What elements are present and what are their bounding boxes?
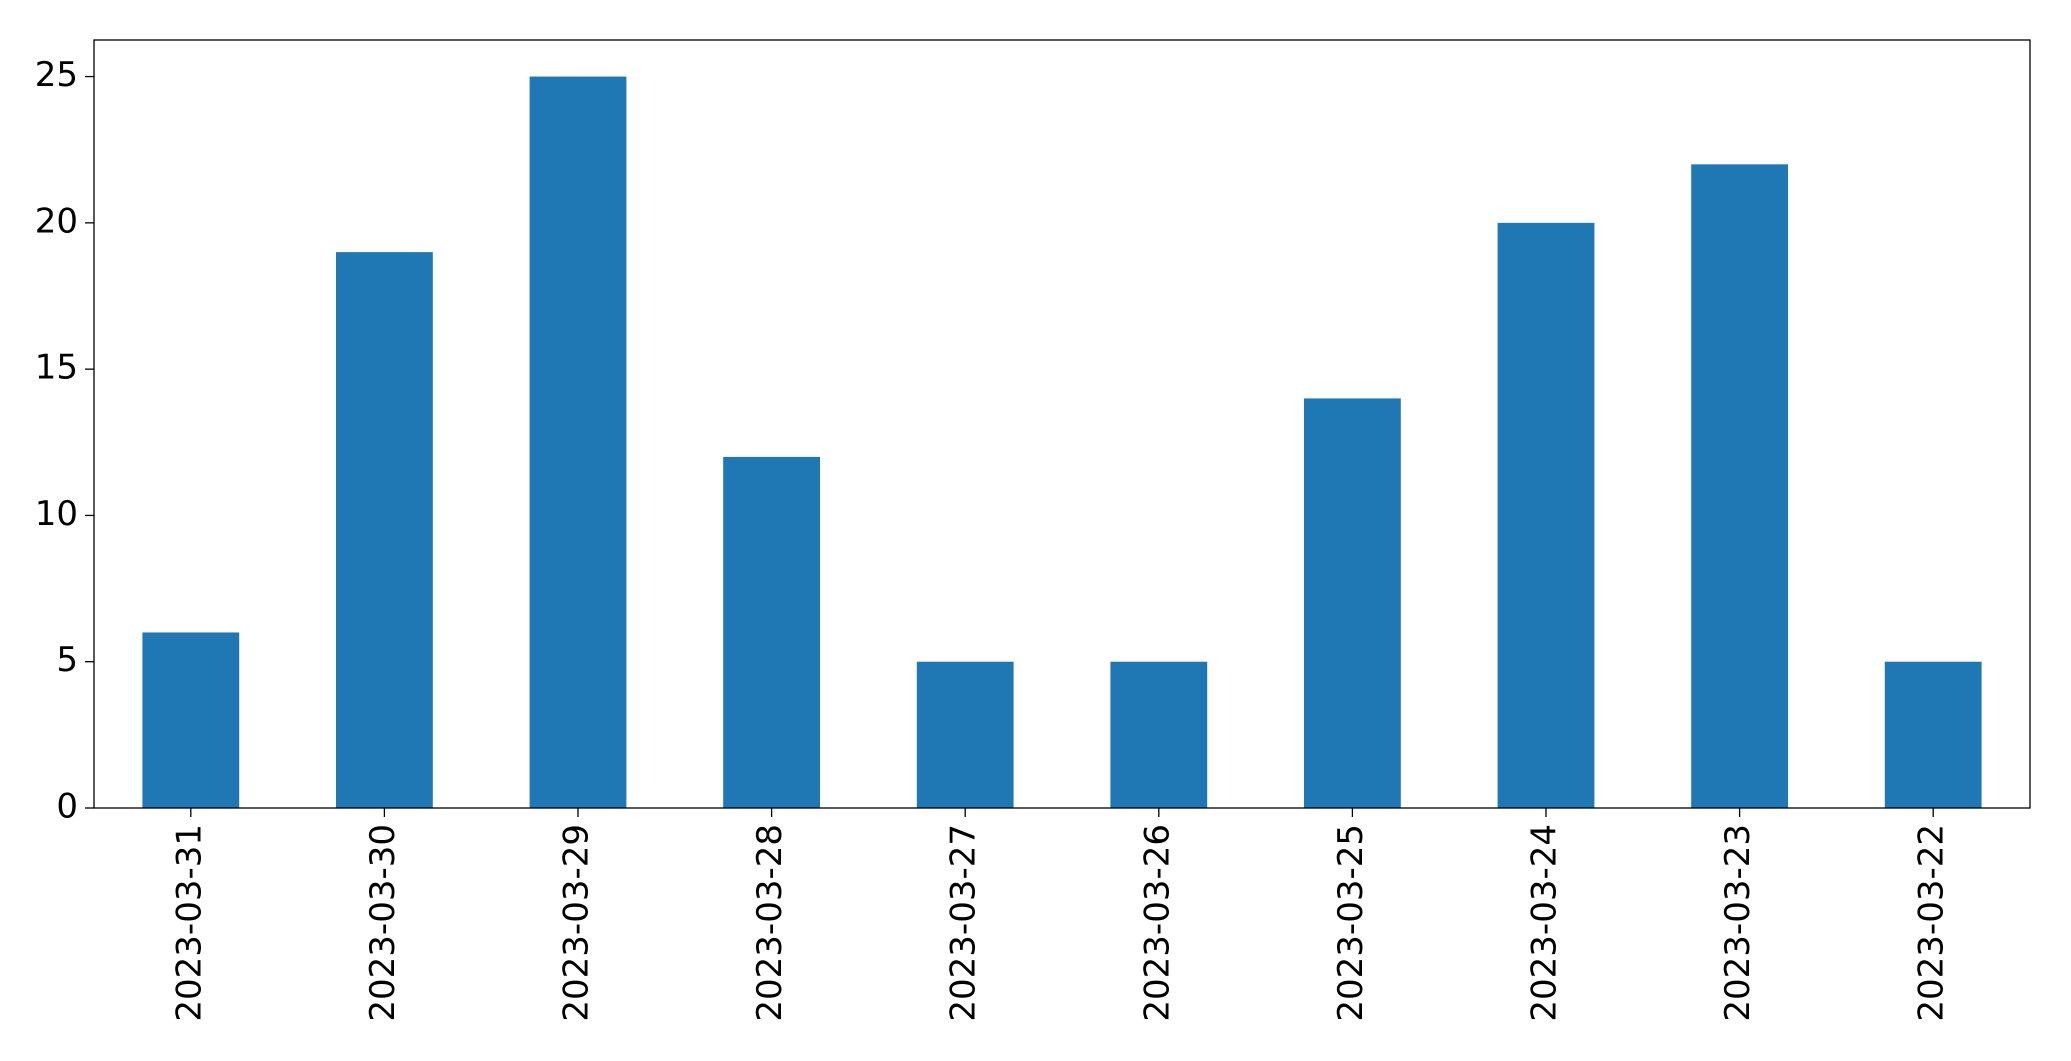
y-tick-label: 15 [35,348,78,388]
bar [1304,398,1401,808]
y-tick-label: 0 [56,787,78,827]
bar [142,632,240,808]
bar [336,252,433,809]
x-tick-label: 2023-03-24 [1525,824,1565,1022]
bar [1691,164,1788,809]
y-tick-label: 5 [56,640,78,680]
x-tick-label: 2023-03-27 [944,824,984,1022]
x-tick-label: 2023-03-25 [1331,824,1371,1022]
x-tick-label: 2023-03-22 [1912,824,1952,1022]
bar [916,661,1014,808]
bar [1110,661,1208,808]
bar [723,456,820,808]
plot-frame [93,39,2031,809]
x-tick-label: 2023-03-28 [750,824,790,1022]
y-tick-label: 10 [35,494,78,534]
x-tick-label: 2023-03-29 [557,824,597,1022]
y-tick-label: 20 [35,201,78,241]
y-tick-label: 25 [35,55,78,95]
x-tick-label: 2023-03-31 [169,824,209,1022]
x-tick-label: 2023-03-23 [1718,824,1758,1022]
bar [529,76,627,809]
bar [1497,222,1595,808]
x-tick-label: 2023-03-30 [363,824,403,1022]
x-tick-label: 2023-03-26 [1137,824,1177,1022]
bar [1884,661,1982,808]
